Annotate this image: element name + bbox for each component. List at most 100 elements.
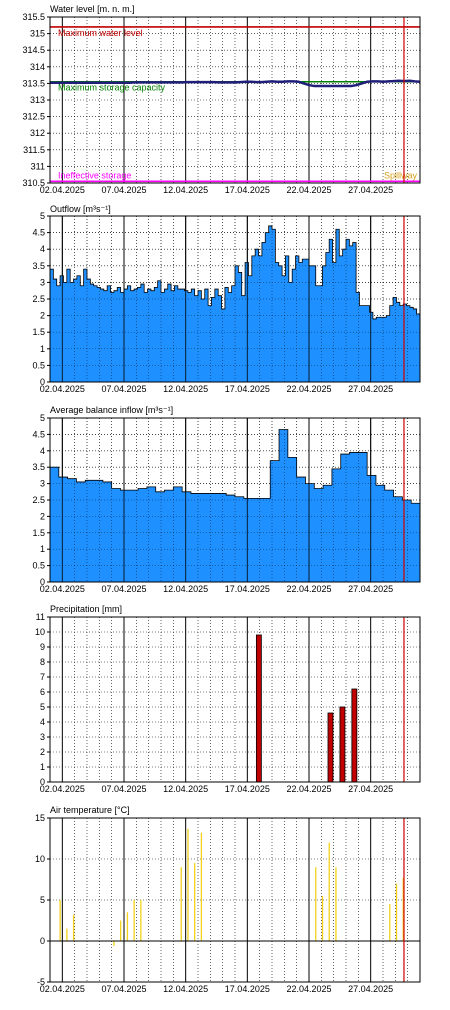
precip-bar bbox=[339, 706, 346, 783]
y-tick-label: 310.5 bbox=[22, 178, 45, 188]
reference-line-label: Maximum water level bbox=[58, 28, 143, 38]
reference-line-label: Maximum storage capacity bbox=[58, 83, 166, 93]
y-tick-label: 15 bbox=[35, 813, 45, 823]
temperature-bar bbox=[321, 895, 324, 941]
x-tick-label: 07.04.2025 bbox=[101, 185, 146, 195]
y-tick-label: 311.5 bbox=[23, 145, 45, 155]
plot-frame bbox=[49, 215, 421, 383]
y-tick-label: 4.5 bbox=[32, 228, 45, 238]
x-tick-label: 17.04.2025 bbox=[225, 384, 270, 394]
x-tick-label: 02.04.2025 bbox=[40, 584, 85, 594]
chart-title: Outflow [m³s⁻¹] bbox=[50, 204, 111, 214]
x-tick-label: 22.04.2025 bbox=[286, 185, 331, 195]
reference-line-label: Ineffective storage bbox=[58, 170, 131, 180]
y-tick-label: 8 bbox=[40, 657, 45, 667]
plot-frame bbox=[49, 817, 421, 983]
y-tick-label: 3.5 bbox=[32, 261, 45, 271]
plot-frame bbox=[49, 16, 421, 184]
y-tick-label: 3 bbox=[40, 479, 45, 489]
x-tick-label: 17.04.2025 bbox=[225, 185, 270, 195]
temperature-bar bbox=[180, 867, 182, 941]
chart-inflow: Average balance inflow [m³s⁻¹]00.511.522… bbox=[32, 405, 421, 594]
temperature-bar bbox=[120, 920, 122, 941]
temperature-bar bbox=[72, 914, 75, 941]
y-tick-label: 2 bbox=[40, 511, 45, 521]
x-tick-label: 27.04.2025 bbox=[348, 384, 393, 394]
x-tick-label: 22.04.2025 bbox=[286, 384, 331, 394]
y-tick-label: 315 bbox=[30, 29, 45, 39]
y-tick-label: -5 bbox=[37, 977, 45, 987]
temperature-bar bbox=[402, 877, 404, 941]
y-tick-label: 2.5 bbox=[32, 495, 45, 505]
x-tick-label: 07.04.2025 bbox=[101, 984, 146, 994]
temperature-bar bbox=[395, 883, 398, 941]
spillway-label: Spillway bbox=[384, 170, 418, 180]
precip-bar bbox=[327, 712, 334, 783]
y-tick-label: 1 bbox=[40, 544, 45, 554]
temperature-bar bbox=[389, 904, 391, 941]
y-tick-label: 313 bbox=[30, 95, 45, 105]
x-tick-label: 27.04.2025 bbox=[348, 984, 393, 994]
y-tick-label: 0 bbox=[40, 936, 45, 946]
y-tick-label: 314 bbox=[30, 62, 45, 72]
y-tick-label: 10 bbox=[35, 854, 45, 864]
y-tick-label: 4 bbox=[40, 717, 45, 727]
x-tick-label: 07.04.2025 bbox=[101, 584, 146, 594]
x-tick-label: 07.04.2025 bbox=[101, 384, 146, 394]
y-tick-label: 5 bbox=[40, 413, 45, 423]
temperature-bar bbox=[335, 867, 337, 941]
chart-title: Water level [m. n. m.] bbox=[50, 4, 135, 14]
y-tick-label: 4 bbox=[40, 446, 45, 456]
chart-water: Water level [m. n. m.] 315.5 315 314.5 314 31… bbox=[22, 4, 421, 195]
chart-temp: Air temperature [°C] -5 0 5 10 15 02.04.2025 07… bbox=[35, 805, 421, 994]
y-tick-label: 3.5 bbox=[32, 462, 45, 472]
x-tick-label: 27.04.2025 bbox=[348, 784, 393, 794]
x-tick-label: 17.04.2025 bbox=[225, 784, 270, 794]
x-tick-label: 12.04.2025 bbox=[163, 584, 208, 594]
temperature-bar bbox=[133, 900, 135, 941]
water-level-line bbox=[50, 79, 421, 88]
chart-precip: Precipitation [mm] 0 1 2 3 4 5 6 7 8 9 10 11 02.04.20… bbox=[35, 604, 421, 794]
temperature-bar bbox=[200, 832, 203, 941]
y-tick-label: 311 bbox=[31, 161, 45, 171]
temperature-bar bbox=[140, 900, 142, 941]
x-tick-label: 07.04.2025 bbox=[101, 784, 146, 794]
precip-bar bbox=[351, 688, 358, 783]
y-tick-label: 5 bbox=[40, 211, 45, 221]
x-tick-label: 27.04.2025 bbox=[348, 185, 393, 195]
temperature-bar bbox=[66, 928, 68, 941]
temperature-bar bbox=[187, 828, 189, 941]
y-tick-label: 312.5 bbox=[22, 112, 45, 122]
y-tick-label: 0.5 bbox=[32, 561, 45, 571]
y-tick-label: 0 bbox=[40, 777, 45, 787]
y-tick-label: 6 bbox=[40, 687, 45, 697]
y-tick-label: 9 bbox=[40, 642, 45, 652]
y-tick-label: 0 bbox=[40, 577, 45, 587]
chart-title: Average balance inflow [m³s⁻¹] bbox=[50, 405, 173, 415]
chart-title: Precipitation [mm] bbox=[50, 604, 122, 614]
x-tick-label: 02.04.2025 bbox=[40, 984, 85, 994]
x-tick-label: 17.04.2025 bbox=[225, 584, 270, 594]
x-tick-label: 12.04.2025 bbox=[163, 384, 208, 394]
y-tick-label: 0 bbox=[40, 377, 45, 387]
y-tick-label: 2 bbox=[40, 747, 45, 757]
x-tick-label: 02.04.2025 bbox=[40, 384, 85, 394]
x-tick-label: 22.04.2025 bbox=[286, 784, 331, 794]
plot-frame bbox=[49, 417, 421, 583]
temperature-bar bbox=[59, 900, 61, 941]
y-tick-label: 0.5 bbox=[32, 360, 45, 370]
x-tick-label: 27.04.2025 bbox=[348, 584, 393, 594]
y-tick-label: 1 bbox=[40, 344, 45, 354]
temperature-bar bbox=[328, 842, 330, 941]
x-tick-label: 12.04.2025 bbox=[163, 185, 208, 195]
x-tick-label: 12.04.2025 bbox=[163, 784, 208, 794]
y-tick-label: 10 bbox=[35, 627, 45, 637]
y-tick-label: 2.5 bbox=[32, 294, 45, 304]
y-tick-label: 313.5 bbox=[22, 78, 45, 88]
y-tick-label: 5 bbox=[40, 702, 45, 712]
y-tick-label: 4 bbox=[40, 244, 45, 254]
x-tick-label: 12.04.2025 bbox=[163, 984, 208, 994]
temperature-bar bbox=[113, 941, 115, 946]
chart-outflow: Outflow [m³s⁻¹] 0 0.5 1 1.5 2 2.5 3 3.5 4 4.5 5 02.0… bbox=[32, 204, 421, 394]
